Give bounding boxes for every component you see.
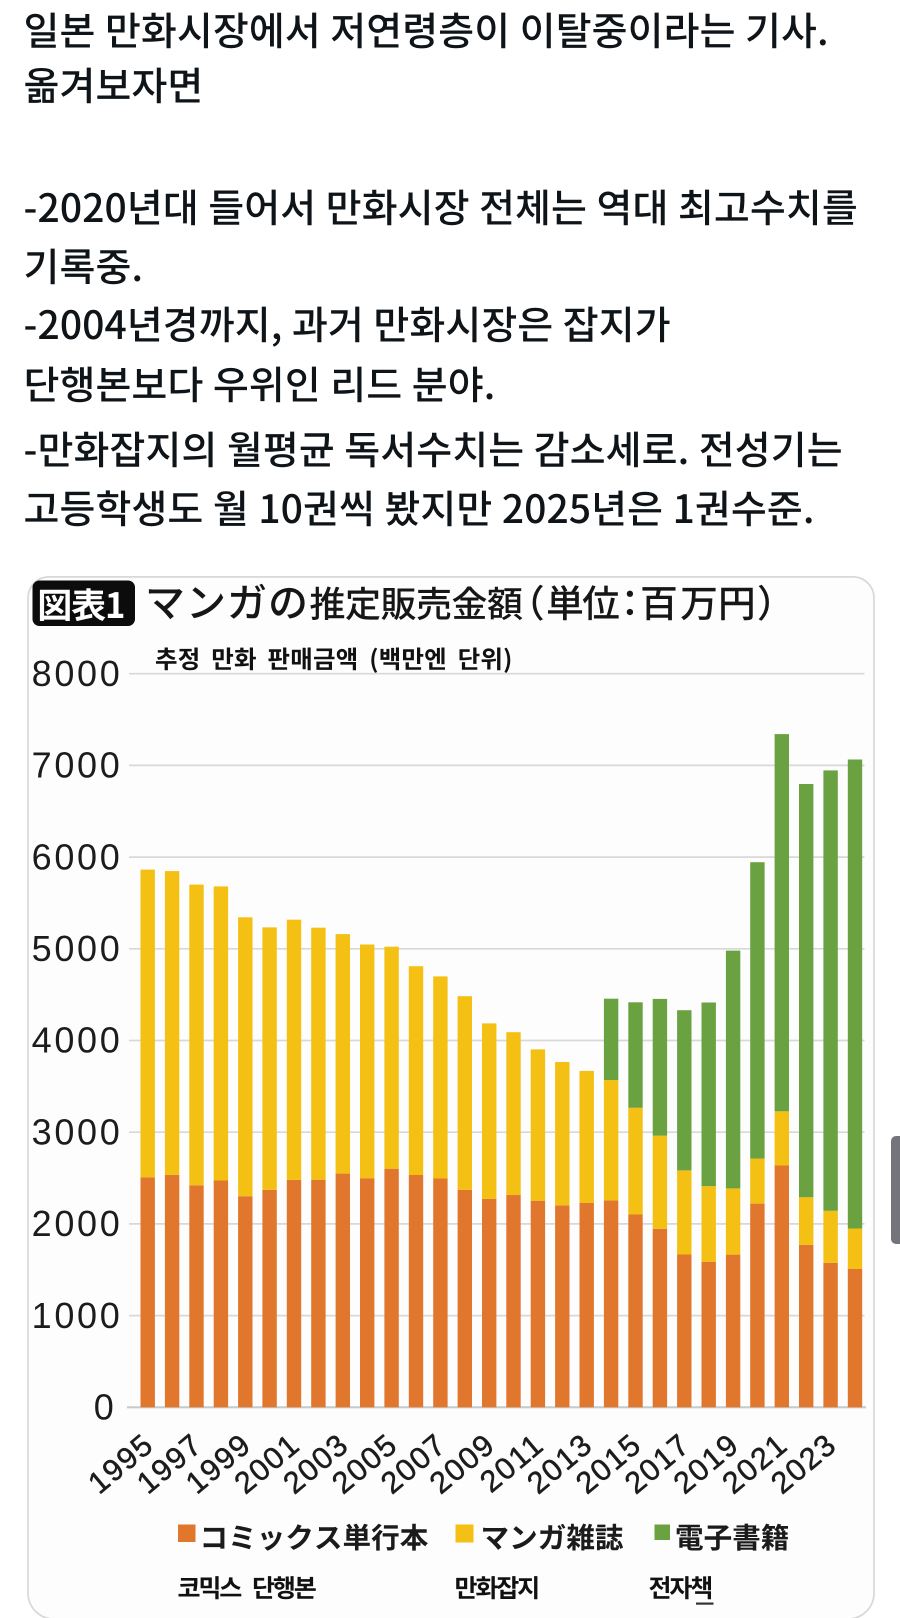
svg-text:7000: 7000 bbox=[32, 745, 123, 786]
svg-text:1000: 1000 bbox=[32, 1295, 123, 1336]
svg-text:4000: 4000 bbox=[32, 1020, 123, 1061]
svg-text:0: 0 bbox=[94, 1387, 117, 1428]
svg-text:6000: 6000 bbox=[32, 836, 123, 877]
svg-text:3000: 3000 bbox=[32, 1111, 123, 1152]
svg-text:5000: 5000 bbox=[32, 928, 123, 969]
svg-text:2000: 2000 bbox=[32, 1203, 123, 1244]
svg-text:8000: 8000 bbox=[32, 653, 123, 694]
